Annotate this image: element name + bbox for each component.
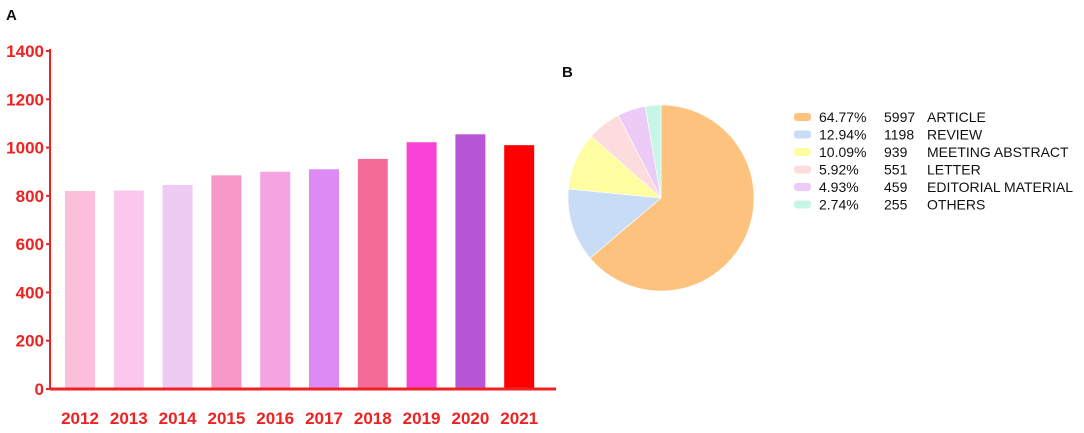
bar-2017 [309, 169, 339, 389]
legend-swatch-article [794, 113, 811, 121]
x-tick-2015: 2015 [207, 409, 245, 428]
bar-2019 [406, 142, 437, 389]
legend-count-article: 5997 [884, 109, 915, 125]
legend-count-meeting-abstract: 939 [884, 144, 908, 160]
x-tick-2021: 2021 [500, 409, 538, 428]
x-tick-2012: 2012 [61, 409, 99, 428]
y-tick-1000: 1000 [6, 139, 44, 158]
legend-percent-editorial-material: 4.93% [819, 179, 859, 195]
legend-swatch-editorial-material [794, 183, 811, 191]
bar-2013 [113, 190, 144, 389]
legend-label-review: REVIEW [927, 127, 983, 143]
bar-2021 [504, 145, 535, 389]
bar-2016 [260, 171, 291, 389]
y-tick-600: 600 [16, 235, 44, 254]
bar-2020 [455, 134, 486, 389]
legend-percent-article: 64.77% [819, 109, 866, 125]
pie-legend: 64.77% 5997 ARTICLE 12.94% 1198 REVIEW 10.09% 9… [794, 109, 1073, 213]
legend-count-letter: 551 [884, 162, 908, 178]
bar-2014 [162, 184, 193, 389]
legend-swatch-meeting-abstract [794, 148, 811, 156]
legend-percent-others: 2.74% [819, 197, 859, 213]
legend-swatch-others [794, 200, 811, 209]
y-tick-labels: 0 200 400 600 800 1000 1200 1400 [6, 42, 44, 399]
bar-2018 [357, 158, 388, 389]
y-tick-400: 400 [16, 283, 44, 302]
x-tick-2019: 2019 [403, 409, 441, 428]
pie-chart: 64.77% 5997 ARTICLE 12.94% 1198 REVIEW 10.09% 9… [567, 104, 1073, 292]
bars [65, 134, 535, 389]
x-tick-2014: 2014 [159, 409, 197, 428]
x-tick-2017: 2017 [305, 409, 343, 428]
legend-swatch-letter [794, 165, 811, 174]
y-tick-800: 800 [16, 187, 44, 206]
panel-b-label: B [562, 64, 573, 81]
legend-percent-review: 12.94% [819, 127, 866, 143]
panel-a-label: A [6, 7, 17, 24]
y-tick-1400: 1400 [6, 42, 44, 61]
legend-count-others: 255 [884, 197, 908, 213]
x-tick-2018: 2018 [354, 409, 392, 428]
bar-2012 [65, 191, 95, 389]
x-tick-2013: 2013 [110, 409, 148, 428]
bar-2015 [211, 175, 242, 389]
pie-slices [567, 104, 755, 292]
legend-label-letter: LETTER [927, 162, 981, 178]
legend-label-meeting-abstract: MEETING ABSTRACT [927, 144, 1069, 160]
legend-label-article: ARTICLE [927, 109, 986, 125]
y-tick-0: 0 [35, 380, 44, 399]
legend-count-editorial-material: 459 [884, 179, 908, 195]
legend-count-review: 1198 [884, 127, 914, 143]
y-tick-200: 200 [16, 332, 44, 351]
legend-swatch-review [794, 130, 811, 139]
legend-percent-meeting-abstract: 10.09% [819, 144, 866, 160]
legend-label-others: OTHERS [927, 197, 985, 213]
pie-slice-review [567, 188, 662, 259]
pie-slice-others [644, 104, 662, 199]
bar-chart: 2012 2013 2014 2015 2016 2017 2018 2019 2020 2021… [6, 42, 556, 428]
legend-percent-letter: 5.92% [819, 162, 859, 178]
pie-slice-article [589, 104, 755, 292]
x-tick-labels: 2012 2013 2014 2015 2016 2017 2018 2019 2020 2021 [61, 409, 538, 428]
bar-ticks [46, 50, 50, 390]
legend-label-editorial-material: EDITORIAL MATERIAL [927, 179, 1073, 195]
x-tick-2016: 2016 [256, 409, 294, 428]
x-tick-2020: 2020 [451, 409, 489, 428]
y-tick-1200: 1200 [6, 90, 44, 109]
